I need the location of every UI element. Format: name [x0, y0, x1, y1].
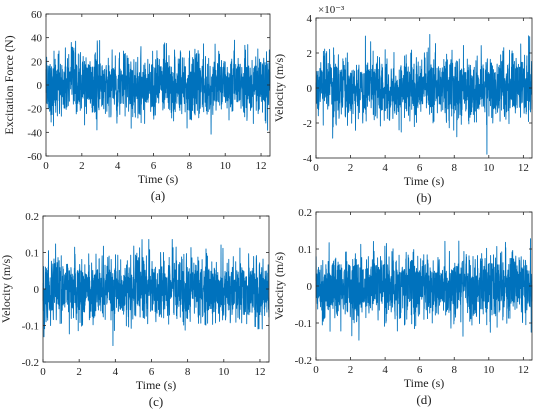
- x-tick-label: 4: [382, 364, 388, 376]
- x-axis-label: Time (s): [404, 376, 445, 390]
- x-tick-label: 8: [451, 364, 457, 376]
- x-tick-label: 8: [185, 366, 191, 378]
- y-tick-label: -0.1: [22, 321, 39, 333]
- x-tick-label: 12: [518, 162, 529, 174]
- y-exponent-label: ×10⁻³: [318, 4, 345, 16]
- y-tick-label: -40: [27, 127, 42, 139]
- y-axis-label: Velocity (m/s): [0, 255, 13, 323]
- x-axis-label: Time (s): [136, 378, 177, 392]
- x-tick-label: 8: [451, 162, 457, 174]
- y-tick-label: 4: [307, 13, 313, 25]
- signal-trace: [315, 34, 533, 155]
- x-tick-label: 10: [220, 160, 232, 172]
- x-tick-label: 10: [218, 366, 230, 378]
- signal-trace: [315, 238, 533, 341]
- signal-trace: [45, 39, 271, 135]
- y-tick-label: 40: [31, 33, 43, 45]
- y-tick-label: 0: [307, 83, 313, 95]
- x-tick-label: 4: [115, 160, 121, 172]
- x-tick-label: 6: [417, 162, 423, 174]
- x-axis-label: Time (s): [138, 172, 179, 186]
- y-tick-label: -60: [27, 151, 42, 163]
- panel-caption: (c): [149, 394, 163, 409]
- y-tick-label: 0.1: [298, 244, 312, 256]
- x-tick-label: 4: [113, 366, 119, 378]
- y-tick-label: 0.1: [25, 248, 39, 260]
- y-tick-label: 20: [31, 56, 43, 68]
- y-tick-label: 0.2: [25, 211, 39, 223]
- y-tick-label: 0.2: [298, 207, 312, 219]
- y-axis-label: Excitation Force (N): [2, 35, 16, 134]
- y-tick-label: -0.2: [22, 357, 39, 369]
- chart-panel-b: 0 2 4 6 8 10 12 -4 -2 0 2 4 ×10⁻³ Time (s) Velocity (m…: [272, 4, 533, 205]
- x-tick-label: 0: [313, 162, 319, 174]
- y-tick-label: -0.1: [295, 318, 312, 330]
- x-tick-label: 0: [313, 364, 319, 376]
- x-tick-label: 2: [76, 366, 82, 378]
- x-tick-label: 10: [483, 162, 495, 174]
- x-tick-label: 12: [254, 366, 265, 378]
- y-axis-label: Velocity (m/s): [272, 54, 286, 122]
- x-tick-label: 12: [518, 364, 529, 376]
- y-tick-label: -4: [303, 153, 313, 165]
- y-tick-label: 0: [37, 80, 43, 92]
- x-tick-label: 10: [483, 364, 495, 376]
- signal-trace: [42, 238, 270, 347]
- y-tick-label: 2: [307, 48, 313, 60]
- y-axis-label: Velocity (m/s): [272, 252, 286, 320]
- chart-panel-c: 0 2 4 6 8 10 12 -0.2 -0.1 0 0.1 0.2 Time (s) Velocity…: [0, 211, 270, 409]
- panel-caption: (b): [416, 190, 431, 205]
- x-tick-label: 8: [187, 160, 193, 172]
- y-tick-label: 0: [307, 281, 313, 293]
- x-tick-label: 12: [256, 160, 267, 172]
- y-tick-label: -20: [27, 104, 42, 116]
- y-tick-label: -0.2: [295, 355, 312, 367]
- x-tick-label: 4: [382, 162, 388, 174]
- x-tick-label: 0: [40, 366, 46, 378]
- chart-panel-a: 0 2 4 6 8 10 12 -60 -40 -20 0 20 40 60 Time (s) Excitat…: [2, 9, 271, 203]
- x-tick-label: 6: [149, 366, 155, 378]
- panel-caption: (d): [416, 392, 431, 407]
- panel-caption: (a): [151, 188, 165, 203]
- chart-panel-d: 0 2 4 6 8 10 12 -0.2 -0.1 0 0.1 0.2 Time (s) Velocity…: [272, 207, 533, 407]
- x-tick-label: 2: [348, 162, 354, 174]
- x-tick-label: 6: [151, 160, 157, 172]
- x-tick-label: 6: [417, 364, 423, 376]
- x-axis-label: Time (s): [404, 174, 445, 188]
- y-tick-label: -2: [303, 118, 312, 130]
- x-tick-label: 0: [43, 160, 49, 172]
- y-tick-label: 0: [34, 284, 40, 296]
- y-tick-label: 60: [31, 9, 43, 21]
- x-tick-label: 2: [348, 364, 354, 376]
- x-tick-label: 2: [79, 160, 85, 172]
